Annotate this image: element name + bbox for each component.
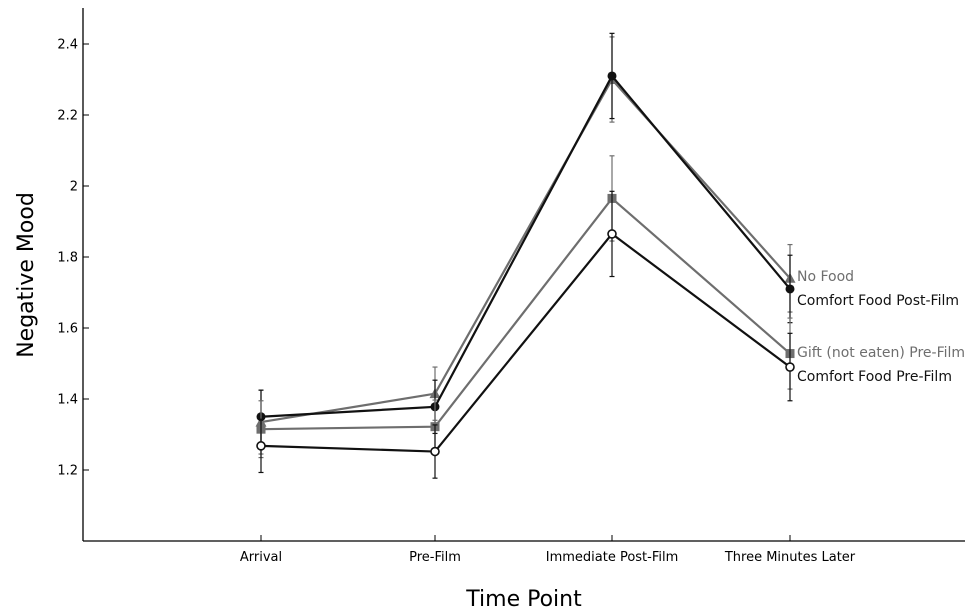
- series-label: Comfort Food Post-Film: [797, 293, 959, 309]
- series-1: [256, 32, 795, 444]
- series-label: No Food: [797, 269, 854, 285]
- series-0: [255, 36, 796, 455]
- series-line: [260, 196, 791, 431]
- y-tick-label: 1.8: [57, 251, 78, 266]
- series-label: Gift (not eaten) Pre-Film: [797, 345, 965, 361]
- data-point: [607, 71, 617, 81]
- series-line: [260, 73, 791, 418]
- x-tick-label: Immediate Post-Film: [546, 550, 679, 565]
- y-tick-label: 2.2: [57, 109, 78, 124]
- series-label: Comfort Food Pre-Film: [797, 369, 952, 385]
- x-tick-label: Arrival: [240, 550, 282, 565]
- y-axis-title: Negative Mood: [14, 192, 39, 358]
- x-tick-label: Three Minutes Later: [724, 550, 856, 565]
- x-axis-title: Time Point: [465, 587, 582, 610]
- data-point: [785, 284, 795, 294]
- y-ticks: 1.2 1.4 1.6 1.8 2 2.2 2.4: [57, 38, 89, 479]
- y-tick-label: 2: [70, 180, 78, 195]
- data-point: [785, 362, 795, 372]
- x-ticks: Arrival Pre-Film Immediate Post-Film Three …: [240, 535, 856, 565]
- series-line: [260, 232, 791, 453]
- y-tick-label: 1.6: [57, 322, 78, 337]
- data-point: [256, 441, 266, 451]
- series-labels: No Food Comfort Food Post-Film Gift (not e…: [797, 269, 965, 385]
- data-point: [607, 229, 617, 239]
- series-3: [256, 190, 795, 479]
- y-tick-label: 1.4: [57, 393, 78, 408]
- data-point: [430, 446, 440, 457]
- series-layer: [255, 32, 796, 479]
- axes: [82, 8, 965, 542]
- y-tick-label: 1.2: [57, 464, 78, 479]
- y-tick-label: 2.4: [57, 38, 78, 53]
- x-tick-label: Pre-Film: [409, 550, 461, 565]
- series-line: [260, 77, 791, 424]
